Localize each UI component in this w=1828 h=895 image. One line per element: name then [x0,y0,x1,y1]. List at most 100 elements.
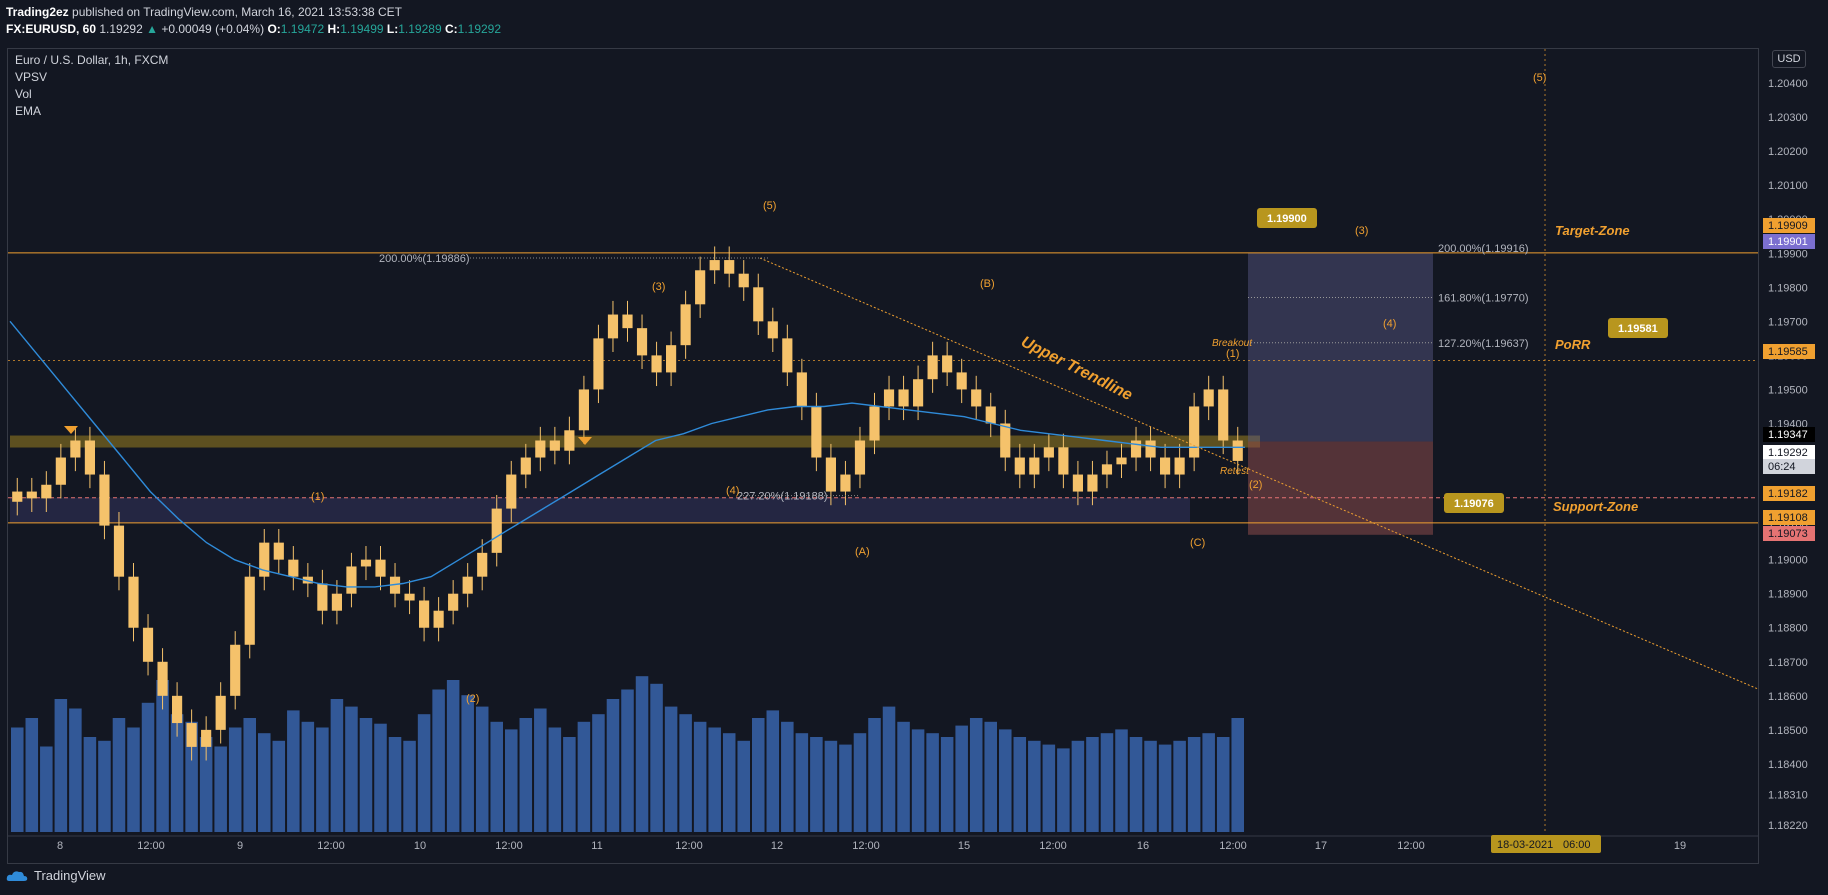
candle-body[interactable] [535,440,546,458]
candle-body[interactable] [273,542,284,560]
candle-body[interactable] [360,559,372,567]
candle-body[interactable] [971,389,982,407]
candle-body[interactable] [433,610,444,628]
candle-body[interactable] [724,260,735,274]
candle-body[interactable] [942,355,953,373]
marker-triangle-icon [578,437,592,445]
candle-body[interactable] [1072,474,1083,492]
candle-body[interactable] [26,491,37,499]
callout-target-box[interactable] [1257,208,1317,228]
candle-body[interactable] [1029,457,1040,475]
candle-body[interactable] [142,627,154,662]
candle-body[interactable] [1174,457,1185,475]
candle-body[interactable] [302,576,313,584]
candle-body[interactable] [811,406,822,458]
volume-bar [1158,744,1172,832]
y-axis-tick: 1.18500 [1768,725,1808,737]
candle-body[interactable] [956,372,967,390]
candle-body[interactable] [404,593,415,601]
candle-body[interactable] [491,508,502,553]
candle-body[interactable] [825,457,836,492]
candle-body[interactable] [41,484,52,499]
candle-body[interactable] [651,355,662,373]
candle-body[interactable] [1043,447,1054,458]
candle-body[interactable] [84,440,95,475]
candle-body[interactable] [796,372,807,407]
candle-body[interactable] [913,379,924,407]
publisher-name[interactable]: Trading2ez [6,5,69,19]
candle-body[interactable] [1014,457,1025,475]
candle-body[interactable] [506,474,517,509]
candle-body[interactable] [767,321,778,339]
candle-body[interactable] [1087,474,1098,492]
candle-body[interactable] [462,576,473,594]
candle-body[interactable] [578,389,589,431]
candle-body[interactable] [1101,464,1113,475]
candle-body[interactable] [55,457,66,485]
chart-frame[interactable] [7,48,1759,864]
candle-body[interactable] [985,406,996,424]
callout-porr-box[interactable] [1608,318,1668,338]
candle-body[interactable] [215,695,226,730]
candle-body[interactable] [695,270,706,305]
candle-body[interactable] [898,389,909,407]
callout-support-box[interactable] [1444,493,1504,513]
candle-body[interactable] [172,695,183,724]
candle-body[interactable] [230,644,241,696]
candle-body[interactable] [869,406,880,441]
candle-body[interactable] [128,576,139,628]
tradingview-logo[interactable]: TradingView [6,868,106,883]
volume-bar [316,727,329,832]
candle-body[interactable] [709,260,720,271]
legend-item-ema[interactable]: EMA [15,104,42,118]
candle-body[interactable] [593,338,604,390]
candle-body[interactable] [157,661,168,696]
candle-body[interactable] [753,287,764,322]
candle-body[interactable] [1203,389,1214,407]
legend-item-vol[interactable]: Vol [15,87,32,101]
candle-body[interactable] [288,559,299,577]
candle-body[interactable] [549,440,560,451]
candle-body[interactable] [477,552,488,577]
candle-body[interactable] [244,576,255,645]
candle-body[interactable] [854,440,866,475]
candle-body[interactable] [1000,423,1011,458]
candle-body[interactable] [99,474,110,526]
currency-badge[interactable]: USD [1772,50,1806,68]
candle-body[interactable] [1218,389,1229,441]
candle-body[interactable] [346,566,357,594]
candle-body[interactable] [389,576,401,594]
candle-body[interactable] [782,338,793,373]
candle-body[interactable] [317,583,328,611]
candle-body[interactable] [680,304,691,346]
candle-body[interactable] [1160,457,1171,475]
candle-body[interactable] [607,314,619,339]
candle-body[interactable] [1116,457,1127,465]
candle-body[interactable] [331,593,342,611]
legend-item-vpsv[interactable]: VPSV [15,70,48,84]
candle-body[interactable] [622,314,633,329]
candle-body[interactable] [448,593,459,611]
candle-body[interactable] [1145,440,1156,458]
candle-body[interactable] [1189,406,1200,458]
candle-body[interactable] [259,542,270,577]
candle-body[interactable] [201,729,212,747]
candle-body[interactable] [666,345,677,373]
candle-body[interactable] [520,457,531,475]
candle-body[interactable] [1058,447,1069,475]
candle-body[interactable] [375,559,386,577]
candle-body[interactable] [564,430,575,451]
candle-body[interactable] [186,723,197,747]
candle-body[interactable] [1130,440,1142,458]
candle-body[interactable] [12,491,23,502]
candle-body[interactable] [1232,440,1243,461]
candle-body[interactable] [70,440,81,458]
candle-body[interactable] [927,355,938,380]
candle-body[interactable] [636,328,648,356]
candle-body[interactable] [840,474,851,492]
candle-body[interactable] [113,525,125,577]
candle-body[interactable] [419,600,430,628]
candle-body[interactable] [738,273,749,288]
candle-body[interactable] [883,389,895,407]
